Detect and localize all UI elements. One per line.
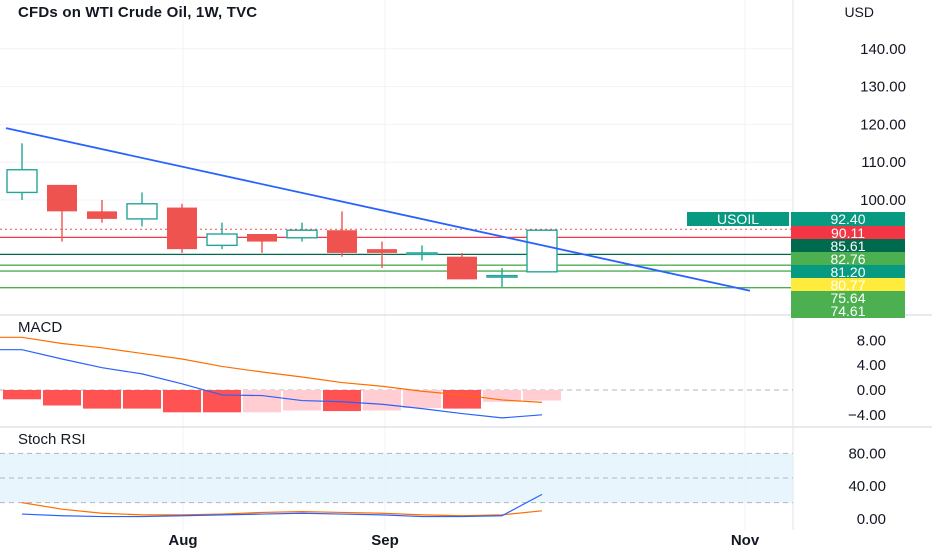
stoch-rsi-pane bbox=[0, 452, 793, 518]
price-tags: 92.40 USOIL 90.1185.6182.7681.2080.7775.64… bbox=[687, 211, 905, 319]
price-tag-value: 74.61 bbox=[830, 303, 865, 319]
macd-pane bbox=[0, 336, 793, 419]
price-tag-box bbox=[791, 291, 905, 305]
candle-body bbox=[327, 230, 357, 253]
macd-histogram-bar bbox=[363, 390, 401, 411]
time-tick-label: Sep bbox=[371, 532, 399, 549]
price-tick-label: 110.00 bbox=[861, 154, 906, 171]
price-tag-value: 92.40 bbox=[830, 211, 865, 227]
macd-histogram-bar bbox=[163, 390, 201, 413]
price-tag-box bbox=[791, 252, 905, 266]
price-tag-box bbox=[791, 265, 905, 279]
price-tag-box bbox=[791, 212, 905, 226]
stoch-tick-label: 80.00 bbox=[848, 445, 886, 462]
signal-line bbox=[0, 336, 543, 403]
macd-tick-label: 4.00 bbox=[857, 357, 886, 374]
price-tag-value: 80.77 bbox=[830, 277, 865, 293]
candle-body bbox=[206, 233, 238, 247]
macd-histogram-bar bbox=[43, 390, 81, 406]
stoch-rsi-label: Stoch RSI bbox=[18, 431, 86, 448]
candle-body bbox=[486, 274, 518, 278]
macd-tick-label: −4.00 bbox=[848, 407, 886, 424]
macd-histogram-bar bbox=[443, 390, 481, 409]
trendline-layer[interactable] bbox=[5, 127, 751, 292]
macd-histogram-bar bbox=[243, 390, 281, 413]
candle-body bbox=[6, 169, 38, 194]
candle-body bbox=[87, 211, 117, 219]
macd-histogram-bar bbox=[83, 390, 121, 409]
candle-body bbox=[447, 256, 477, 280]
macd-tick-label: 8.00 bbox=[857, 332, 886, 349]
candle-body bbox=[47, 184, 77, 212]
candle-body bbox=[367, 249, 397, 253]
candle-body bbox=[167, 207, 197, 250]
stoch-tick-label: 0.00 bbox=[857, 511, 886, 528]
price-tick-label: 140.00 bbox=[860, 41, 906, 58]
price-tag-value: 75.64 bbox=[830, 290, 865, 306]
macd-histogram-bar bbox=[523, 390, 561, 401]
macd-histogram-bar bbox=[203, 390, 241, 413]
candle-body bbox=[526, 229, 558, 273]
macd-histogram-bar bbox=[323, 390, 361, 412]
price-tag-value: 90.11 bbox=[831, 225, 865, 241]
macd-label: MACD bbox=[18, 319, 63, 336]
trendline bbox=[5, 127, 751, 292]
stoch-tick-label: 40.00 bbox=[848, 478, 886, 495]
price-tag-value: 85.61 bbox=[830, 238, 865, 254]
candle-body bbox=[247, 234, 277, 242]
candle-body bbox=[126, 203, 158, 220]
price-tag-value: 81.20 bbox=[830, 264, 865, 280]
axes-layer: 140.00 130.00 120.00 110.00 100.00 8.00 4.00 0.… bbox=[168, 41, 906, 549]
time-tick-label: Nov bbox=[731, 532, 760, 549]
macd-histogram-bar bbox=[483, 390, 521, 402]
macd-histogram-bar bbox=[123, 390, 161, 409]
time-tick-label: Aug bbox=[168, 532, 197, 549]
macd-histogram-bar bbox=[403, 390, 441, 408]
candle-body bbox=[406, 252, 438, 256]
horizontal-levels bbox=[0, 228, 793, 289]
macd-tick-label: 0.00 bbox=[857, 382, 886, 399]
price-tick-label: 130.00 bbox=[860, 79, 906, 96]
candle-body bbox=[286, 229, 318, 239]
price-tag-box bbox=[791, 239, 905, 253]
price-tag-box bbox=[791, 226, 905, 240]
symbol-tag-label: USOIL bbox=[717, 211, 759, 227]
currency-label: USD bbox=[844, 4, 874, 20]
macd-line bbox=[0, 349, 543, 419]
symbol-tag-box bbox=[687, 212, 789, 226]
price-tag-value: 82.76 bbox=[830, 251, 865, 267]
price-tick-label: 120.00 bbox=[860, 116, 906, 133]
price-tick-label: 100.00 bbox=[860, 192, 906, 209]
candles-layer bbox=[6, 143, 558, 287]
price-tag-box bbox=[791, 304, 905, 318]
macd-histogram-bar bbox=[3, 390, 41, 400]
stoch-k-line bbox=[21, 493, 543, 518]
price-tag-box bbox=[791, 278, 905, 292]
stoch-d-line bbox=[21, 502, 543, 517]
chart-title: CFDs on WTI Crude Oil, 1W, TVC bbox=[18, 4, 258, 21]
